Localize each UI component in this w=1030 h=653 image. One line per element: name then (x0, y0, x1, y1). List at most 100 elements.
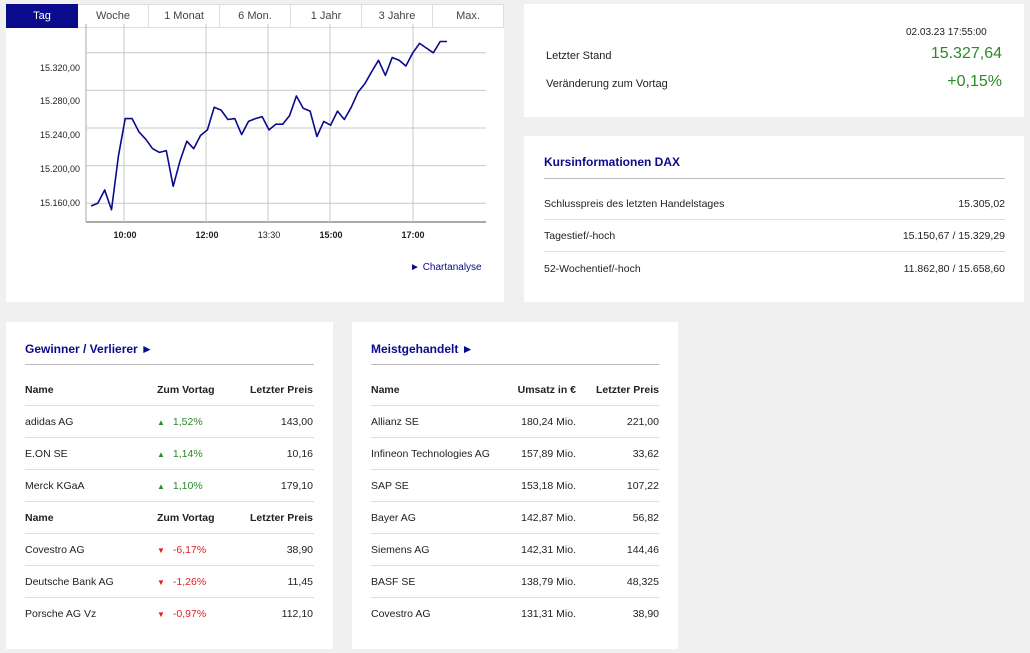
divider (371, 533, 659, 534)
tab-1-month[interactable]: 1 Monat (149, 4, 220, 28)
divider (25, 597, 314, 598)
table-row-name[interactable]: Porsche AG Vz (25, 608, 97, 620)
tab-week[interactable]: Woche (78, 4, 149, 28)
traded-title-text: Meistgehandelt ► (371, 342, 474, 356)
table-row-change: ▼ -1,26% (157, 576, 206, 588)
x-tick-label: 12:00 (195, 230, 219, 240)
table-row-price: 143,00 (280, 416, 313, 428)
chartanalyse-link[interactable]: ► Chartanalyse (410, 262, 482, 273)
movers-title-text: Gewinner / Verlierer ► (25, 342, 153, 356)
y-tick-label: 15.160,00 (39, 198, 80, 208)
arrow-up-icon: ▲ (157, 482, 165, 491)
movers-title[interactable]: Gewinner / Verlierer ► (25, 342, 153, 356)
tab-3-years[interactable]: 3 Jahre (362, 4, 433, 28)
table-row-name[interactable]: Bayer AG (371, 512, 416, 524)
arrow-down-icon: ▼ (157, 578, 165, 587)
col-header-change: Zum Vortag (157, 384, 215, 396)
tab-1-year[interactable]: 1 Jahr (291, 4, 362, 28)
play-icon: ► (410, 262, 420, 273)
arrow-down-icon: ▼ (157, 546, 165, 555)
traded-title[interactable]: Meistgehandelt ► (371, 342, 474, 356)
divider (25, 469, 314, 470)
timeframe-tabs: Tag Woche 1 Monat 6 Mon. 1 Jahr 3 Jahre … (6, 4, 504, 28)
quote-panel (524, 4, 1024, 117)
divider (544, 178, 1005, 179)
x-tick-label: 15:00 (319, 230, 343, 240)
table-row-name[interactable]: Infineon Technologies AG (371, 448, 490, 460)
table-row-price: 179,10 (280, 480, 313, 492)
info-value: 15.305,02 (958, 198, 1005, 210)
info-title: Kursinformationen DAX (544, 155, 680, 169)
table-row-turnover: 142,87 Mio. (521, 512, 576, 524)
col-header-price: Letzter Preis (595, 384, 659, 396)
table-row-price: 112,10 (281, 608, 313, 620)
change-value: +0,15% (947, 73, 1002, 90)
table-row-price: 11,45 (287, 576, 314, 588)
change-value: -6,17% (172, 544, 207, 556)
divider (371, 364, 659, 365)
tab-max[interactable]: Max. (433, 4, 504, 28)
divider (25, 405, 314, 406)
divider (371, 565, 659, 566)
x-tick-label: 10:00 (113, 230, 137, 240)
info-label: 52-Wochentief/-hoch (544, 263, 641, 275)
table-row-price: 33,62 (632, 448, 659, 460)
divider (25, 364, 314, 365)
table-row-change: ▼ -6,17% (157, 544, 206, 556)
table-row-turnover: 138,79 Mio. (521, 576, 576, 588)
divider (371, 597, 659, 598)
col-header-name: Name (25, 384, 54, 396)
arrow-up-icon: ▲ (157, 418, 165, 427)
table-row-name[interactable]: SAP SE (371, 480, 409, 492)
table-row-turnover: 131,31 Mio. (521, 608, 576, 620)
y-tick-label: 15.280,00 (39, 96, 80, 106)
info-label: Tagestief/-hoch (544, 230, 616, 242)
divider (371, 469, 659, 470)
table-row-name[interactable]: Covestro AG (25, 544, 85, 556)
info-value: 15.150,67 / 15.329,29 (902, 230, 1005, 242)
table-row-name[interactable]: Merck KGaA (25, 480, 85, 492)
change-value: 1,10% (172, 480, 203, 492)
table-row-name[interactable]: E.ON SE (25, 448, 68, 460)
table-row-turnover: 157,89 Mio. (521, 448, 576, 460)
table-row-name[interactable]: Deutsche Bank AG (25, 576, 114, 588)
table-row-price: 144,46 (626, 544, 659, 556)
table-row-change: ▲ 1,14% (157, 448, 203, 460)
info-label: Schlusspreis des letzten Handelstages (544, 198, 725, 210)
table-row-change: ▲ 1,10% (157, 480, 203, 492)
table-row-price: 107,22 (626, 480, 659, 492)
x-tick-label: 13:30 (257, 230, 281, 240)
tab-6-months[interactable]: 6 Mon. (220, 4, 291, 28)
x-tick-label: 17:00 (401, 230, 425, 240)
col-header-name: Name (371, 384, 400, 396)
divider (544, 251, 1005, 252)
table-row-name[interactable]: Allianz SE (371, 416, 419, 428)
divider (371, 405, 659, 406)
y-tick-label: 15.320,00 (39, 63, 80, 73)
chartanalyse-label: Chartanalyse (422, 262, 482, 273)
chart-panel (6, 4, 504, 302)
col-header-price: Letzter Preis (249, 512, 313, 524)
arrow-up-icon: ▲ (157, 450, 165, 459)
table-row-price: 56,82 (632, 512, 659, 524)
table-row-name[interactable]: Covestro AG (371, 608, 431, 620)
last-price-label: Letzter Stand (546, 50, 612, 62)
change-value: 1,52% (172, 416, 203, 428)
col-header-name: Name (25, 512, 54, 524)
divider (25, 533, 314, 534)
table-row-turnover: 180,24 Mio. (521, 416, 576, 428)
table-row-name[interactable]: adidas AG (25, 416, 74, 428)
tab-day[interactable]: Tag (6, 4, 78, 28)
last-price-value: 15.327,64 (930, 45, 1002, 62)
table-row-price: 38,90 (632, 608, 659, 620)
table-row-name[interactable]: Siemens AG (371, 544, 430, 556)
table-row-turnover: 142,31 Mio. (521, 544, 576, 556)
table-row-price: 10,16 (286, 448, 313, 460)
col-header-price: Letzter Preis (249, 384, 313, 396)
arrow-down-icon: ▼ (157, 610, 165, 619)
quote-timestamp: 02.03.23 17:55:00 (906, 27, 987, 38)
table-row-name[interactable]: BASF SE (371, 576, 416, 588)
y-tick-label: 15.240,00 (39, 130, 80, 140)
movers-panel (6, 322, 333, 649)
col-header-turnover: Umsatz in € (517, 384, 576, 396)
